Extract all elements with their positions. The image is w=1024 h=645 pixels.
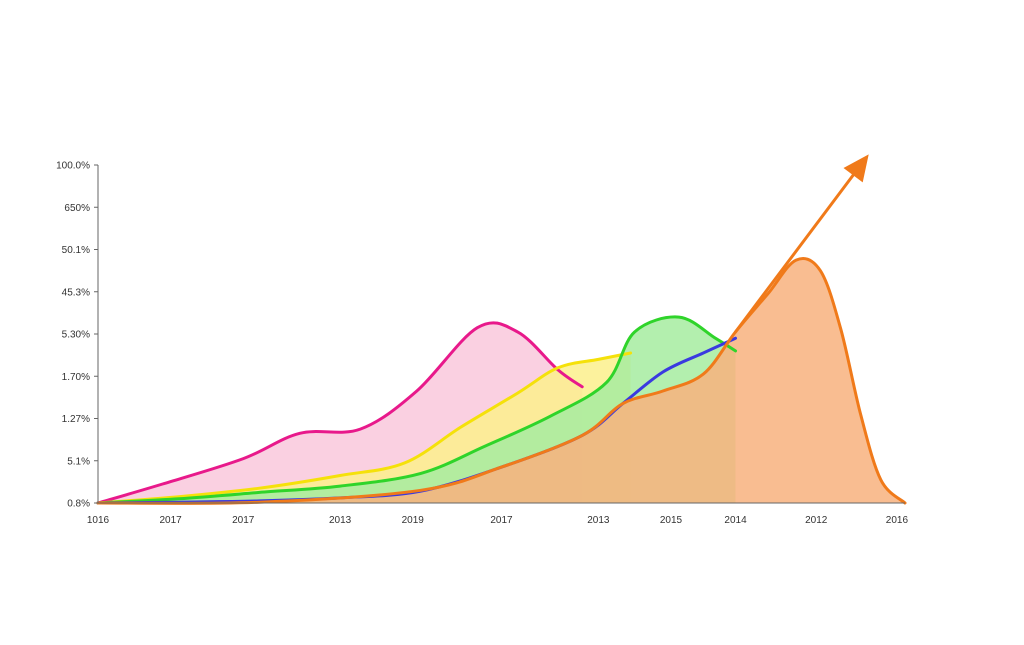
x-tick-label: 1016 bbox=[87, 515, 110, 526]
ticks-layer: 0.8% 5.1% 1.27% 1.70% 5.30% 45.3% 50.1% 650% 100… bbox=[56, 161, 908, 527]
series-line-1 bbox=[96, 321, 584, 505]
x-tick-label: 2014 bbox=[724, 515, 747, 526]
x-tick-label: 2017 bbox=[232, 515, 255, 526]
y-tick-label: 50.1% bbox=[62, 245, 90, 256]
y-tick-label: 45.3% bbox=[62, 287, 90, 298]
series-line-5 bbox=[96, 257, 907, 505]
y-tick-label: 5.30% bbox=[62, 330, 90, 341]
series-line-2 bbox=[96, 351, 633, 505]
trend-arrow-shaft bbox=[734, 173, 855, 334]
x-tick-label: 2017 bbox=[160, 515, 183, 526]
series-area-5 bbox=[98, 258, 905, 504]
y-tick-label: 5.1% bbox=[67, 456, 90, 467]
trend-arrow-head bbox=[843, 154, 869, 183]
x-tick-label: 2016 bbox=[886, 515, 909, 526]
y-tick-label: 1.27% bbox=[62, 414, 90, 425]
x-tick-label: 2017 bbox=[490, 515, 513, 526]
x-tick-label: 2019 bbox=[402, 515, 425, 526]
y-tick-label: 650% bbox=[64, 203, 90, 214]
x-tick-label: 2013 bbox=[587, 515, 610, 526]
lines-layer bbox=[96, 257, 907, 505]
x-tick-label: 2013 bbox=[329, 515, 352, 526]
series-line-3 bbox=[96, 315, 737, 505]
arrow-layer bbox=[734, 154, 869, 334]
y-tick-label: 100.0% bbox=[56, 161, 90, 172]
x-tick-label: 2012 bbox=[805, 515, 828, 526]
y-tick-label: 1.70% bbox=[62, 372, 90, 383]
x-tick-label: 2015 bbox=[660, 515, 683, 526]
y-tick-label: 0.8% bbox=[67, 499, 90, 510]
